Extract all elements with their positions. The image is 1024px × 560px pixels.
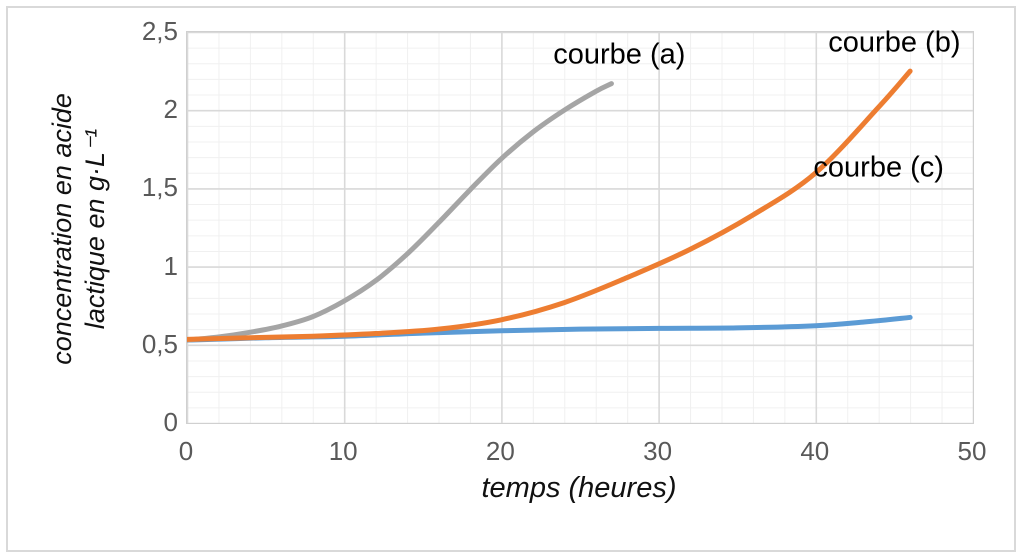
series-label-a: courbe (a) [553, 38, 686, 71]
y-tick-label: 1 [163, 250, 178, 281]
grid-major [187, 32, 973, 423]
y-tick-label: 1,5 [141, 172, 178, 203]
x-tick-label: 10 [328, 436, 358, 466]
y-tick-label: 2 [163, 94, 178, 125]
series-line-courbeb [187, 68, 913, 342]
plot-area: courbe (a) courbe (b) courbe (c) [186, 26, 974, 424]
series-label-c: courbe (c) [813, 151, 944, 184]
plot-canvas [187, 32, 973, 423]
grid-minor [187, 32, 973, 423]
x-tick-label: 30 [643, 436, 673, 466]
x-tick-label: 50 [957, 436, 987, 466]
y-axis-tick-labels: 0 0,5 1 1,5 2 2,5 [100, 0, 178, 560]
x-tick-label: 20 [485, 436, 515, 466]
y-tick-label: 0,5 [141, 328, 178, 359]
series-lines [187, 68, 913, 343]
x-tick-label: 0 [178, 436, 194, 466]
x-axis-title: temps (heures) [481, 472, 677, 504]
series-line-courbea [187, 81, 614, 343]
series-label-b: courbe (b) [828, 26, 961, 59]
x-tick-label: 40 [800, 436, 830, 466]
y-tick-label: 2,5 [141, 16, 178, 46]
y-tick-label: 0 [163, 407, 178, 437]
